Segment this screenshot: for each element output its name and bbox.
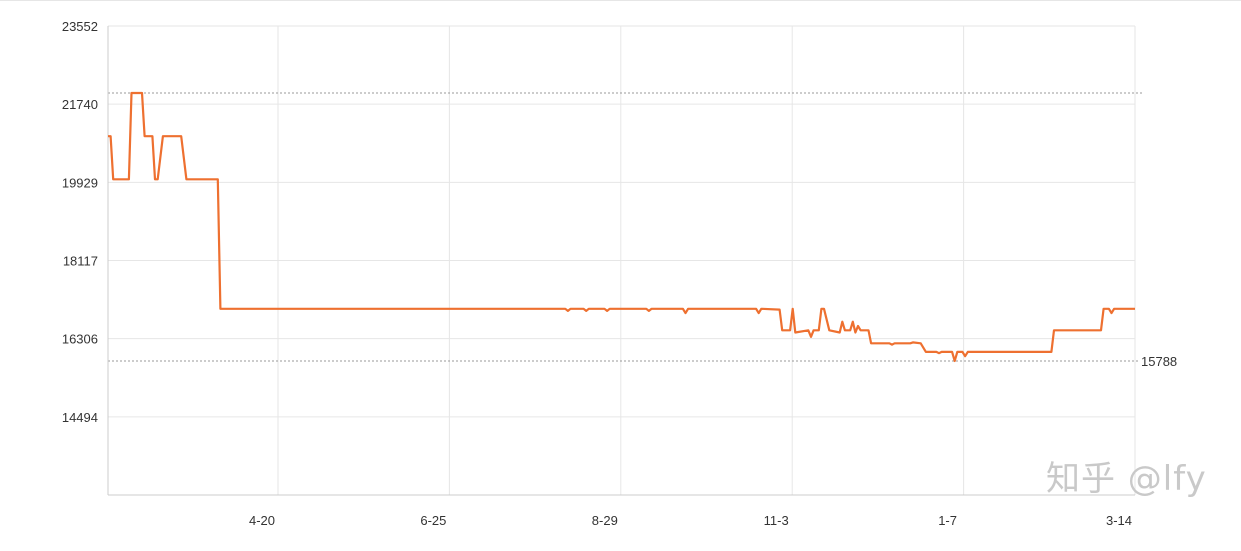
reference-lines: 15788: [108, 92, 1177, 369]
y-tick-label: 23552: [62, 19, 98, 34]
series: [108, 91, 1135, 363]
x-tick-label: 4-20: [249, 513, 275, 528]
x-tick-label: 11-3: [764, 513, 789, 528]
watermark: 知乎 @lfy: [1046, 459, 1207, 499]
y-tick-label: 14494: [62, 410, 98, 425]
grid: [108, 25, 1136, 495]
x-tick-label: 1-7: [938, 513, 957, 528]
axes: 23552 21740 19929 18117 16306 14494 4-20 6-25 8-…: [62, 19, 1135, 528]
x-tick-label: 3-14: [1106, 513, 1132, 528]
min-price-label: 15788: [1141, 354, 1177, 369]
y-tick-label: 19929: [62, 175, 98, 190]
y-tick-label: 16306: [62, 332, 98, 347]
x-tick-label: 8-29: [592, 513, 618, 528]
y-tick-label: 18117: [63, 254, 98, 269]
y-tick-label: 21740: [62, 97, 98, 112]
price-line: [108, 91, 1135, 363]
x-tick-label: 6-25: [420, 513, 446, 528]
